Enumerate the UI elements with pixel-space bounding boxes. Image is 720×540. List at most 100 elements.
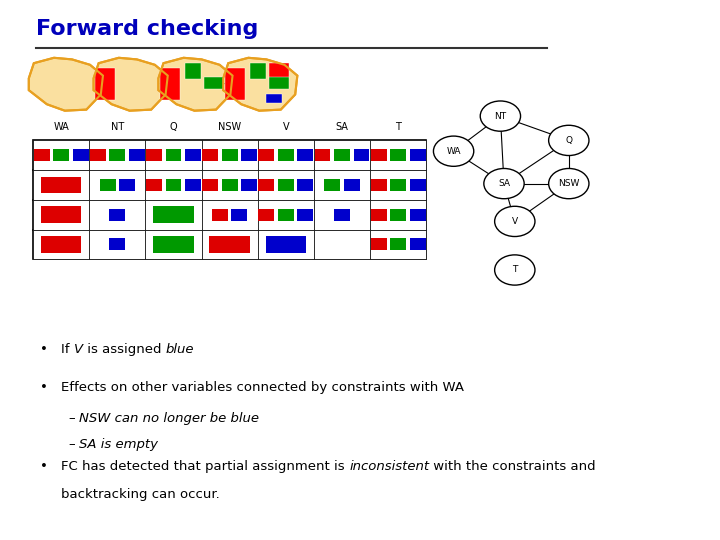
Bar [33,140,426,170]
Bar [146,179,162,191]
Bar [34,150,50,161]
Text: SA: SA [336,122,348,132]
Circle shape [549,125,589,156]
Bar [146,150,162,161]
Bar [258,179,274,191]
Bar [202,230,258,259]
Bar [370,170,426,200]
Bar [210,236,250,253]
Bar [390,179,406,191]
Bar [153,236,194,253]
Text: •: • [40,343,48,356]
Bar [297,179,313,191]
Bar [90,150,106,161]
Text: NSW: NSW [558,179,580,188]
Bar [250,63,266,79]
Bar [109,208,125,220]
Polygon shape [29,58,103,111]
Bar [278,179,294,191]
Bar [410,239,426,251]
Bar [153,206,194,223]
Bar [370,200,426,230]
Text: is assigned: is assigned [83,343,166,356]
Bar [95,68,115,100]
Bar [241,150,257,161]
Bar [258,140,314,170]
Bar [212,208,228,220]
Polygon shape [223,58,297,111]
Bar [314,170,370,200]
Text: inconsistent: inconsistent [349,460,429,473]
Bar [41,236,81,253]
Bar [225,68,245,100]
Text: If: If [61,343,74,356]
Text: NSW: NSW [218,122,241,132]
Text: •: • [40,381,48,394]
Bar [109,150,125,161]
Bar [278,150,294,161]
Bar [371,179,387,191]
Text: SA: SA [498,179,510,188]
Bar [232,208,248,220]
Circle shape [495,255,535,285]
Bar [315,150,330,161]
Circle shape [484,168,524,199]
Text: Q: Q [170,122,177,132]
Text: –: – [68,412,75,425]
Bar [89,200,145,230]
Bar [297,208,313,220]
Bar [410,150,426,161]
Bar [41,177,81,193]
Text: Forward checking: Forward checking [36,19,258,39]
Bar [390,208,406,220]
Bar [410,208,426,220]
Bar [241,179,257,191]
Bar [266,236,306,253]
Text: Q: Q [565,136,572,145]
Bar [166,179,181,191]
Bar [89,230,145,259]
Text: V: V [74,343,83,356]
Bar [269,63,289,79]
Bar [185,179,201,191]
Polygon shape [158,58,233,111]
Bar [324,179,340,191]
Bar [145,140,202,170]
Bar [297,150,313,161]
Bar [33,200,426,230]
Bar [166,150,181,161]
Text: SA is empty: SA is empty [79,438,158,451]
Bar [33,200,89,230]
Bar [258,150,274,161]
Bar [33,230,89,259]
Bar [202,179,218,191]
Bar [145,200,202,230]
Bar [202,200,258,230]
Bar [314,200,370,230]
Bar [258,208,274,220]
Bar [185,150,201,161]
Text: V: V [282,122,289,132]
Bar [99,179,115,191]
Bar [185,63,201,79]
Bar [334,150,350,161]
Text: T: T [395,122,401,132]
Bar [314,140,370,170]
Circle shape [495,206,535,237]
Text: –: – [68,438,75,451]
Polygon shape [94,58,168,111]
Bar [109,239,125,251]
Bar [266,94,282,103]
Bar [145,170,202,200]
Bar [258,170,314,200]
Bar [129,150,145,161]
Bar [222,150,238,161]
Bar [370,140,426,170]
Bar [314,230,370,259]
Bar [202,170,258,200]
Bar [33,230,426,259]
Bar [41,206,81,223]
Bar [33,170,426,200]
Bar [390,150,406,161]
Bar [354,150,369,161]
